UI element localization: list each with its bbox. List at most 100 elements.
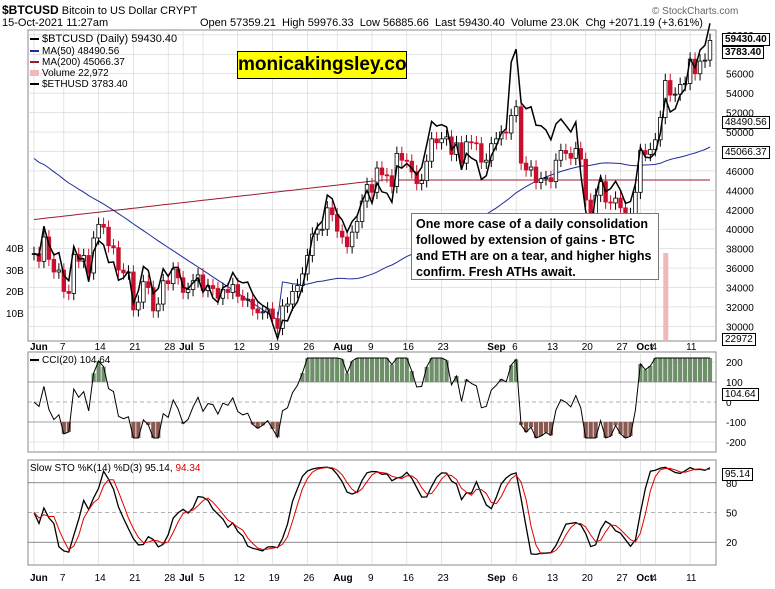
candle-body — [116, 247, 121, 271]
volume-bar — [663, 253, 669, 341]
candle-body — [508, 115, 514, 134]
candle-body — [538, 178, 544, 183]
candle-body — [613, 197, 618, 204]
price-tick-label: 42000 — [726, 206, 754, 217]
x-tick-label: 6 — [512, 342, 518, 353]
candle-body — [280, 305, 285, 329]
x-tick-label-bottom: 5 — [199, 573, 205, 584]
x-tick-label: Aug — [333, 342, 352, 353]
x-tick-label-bottom: Jun — [30, 573, 48, 584]
chart-datetime: 15-Oct-2021 11:27am — [2, 17, 109, 29]
candle-body — [548, 177, 554, 183]
candle-body — [170, 268, 176, 285]
candle-body — [61, 269, 67, 292]
candle-body — [230, 284, 236, 293]
legend-eth: $ETHUSD 3783.40 — [30, 79, 128, 90]
x-tick-label-bottom: 27 — [617, 573, 629, 584]
candle-body — [384, 174, 390, 177]
candle-body — [151, 287, 156, 312]
price-tick-label: 32000 — [726, 303, 754, 314]
candle-body — [339, 230, 345, 238]
candle-body — [707, 39, 713, 61]
x-tick-label-bottom: 23 — [438, 573, 450, 584]
candle-body — [444, 136, 449, 140]
x-tick-label: 13 — [547, 342, 559, 353]
candle-body — [255, 308, 260, 314]
candle-body — [673, 93, 678, 96]
volume-tag: 22972 — [722, 333, 756, 346]
candle-body — [51, 258, 57, 273]
ma50-tag: 48490.56 — [722, 116, 770, 129]
candle-body — [101, 223, 106, 228]
chart-title: $BTCUSD Bitcoin to US Dollar CRYPT — [2, 3, 198, 17]
x-tick-label: Jun — [30, 342, 48, 353]
candle-body — [71, 254, 76, 294]
candle-body — [429, 138, 434, 162]
candle-body — [354, 221, 360, 233]
x-tick-label-bottom: Sep — [487, 573, 505, 584]
x-tick-label: 21 — [129, 342, 141, 353]
candle-body — [484, 159, 489, 163]
candle-body — [608, 201, 613, 204]
cci-tag: 104.64 — [722, 388, 759, 401]
candle-body — [215, 288, 221, 299]
volume-tick-label: 10B — [6, 309, 24, 320]
candle-body — [379, 167, 385, 176]
cci-tick-label: 0 — [726, 398, 732, 409]
candle-body — [161, 280, 166, 305]
x-tick-label: 5 — [199, 342, 205, 353]
x-tick-label-bottom: 11 — [686, 573, 697, 584]
price-tick-label: 54000 — [726, 89, 754, 100]
x-tick-label-bottom: 12 — [234, 573, 246, 584]
candle-body — [235, 284, 240, 297]
price-tick-label: 40000 — [726, 225, 754, 236]
x-tick-label-bottom: 28 — [164, 573, 176, 584]
volume-tick-label: 30B — [6, 266, 24, 277]
candle-body — [523, 162, 529, 171]
candle-body — [479, 143, 484, 163]
x-tick-label: 4 — [651, 342, 657, 353]
candle-body — [270, 308, 275, 320]
candle-body — [245, 298, 250, 301]
callout-annotation: One more case of a daily consolidation f… — [411, 213, 659, 280]
candle-body — [563, 150, 569, 154]
candle-body — [330, 207, 335, 216]
price-tick-label: 30000 — [726, 322, 754, 333]
candle-body — [518, 106, 524, 164]
x-tick-label: 7 — [60, 342, 66, 353]
candle-body — [598, 181, 603, 196]
candle-body — [504, 131, 509, 134]
candle-body — [260, 311, 265, 314]
x-tick-label-bottom: 13 — [547, 573, 559, 584]
price-tick-label: 56000 — [726, 70, 754, 81]
sto-label: Slow STO %K(14) %D(3) 95.14, 94.34 — [30, 463, 201, 474]
ohlc-summary: Open 57359.21 High 59976.33 Low 56885.66… — [200, 17, 703, 29]
price-tag: 59430.40 — [722, 33, 770, 46]
candle-body — [349, 231, 355, 248]
eth-tag: 3783.40 — [722, 46, 765, 59]
candle-body — [285, 303, 290, 307]
sto-d-line — [33, 466, 711, 555]
candle-body — [399, 153, 405, 161]
x-tick-label: 12 — [234, 342, 246, 353]
candle-body — [250, 298, 255, 310]
x-tick-label: Jul — [179, 342, 194, 353]
candle-body — [434, 138, 439, 144]
candle-body — [558, 150, 564, 161]
candle-body — [240, 295, 245, 301]
candle-body — [185, 289, 191, 293]
cci-tick-label: -200 — [726, 438, 746, 449]
candle-body — [106, 226, 111, 247]
x-tick-label: 19 — [269, 342, 281, 353]
candle-body — [528, 166, 534, 171]
candle-body — [121, 269, 126, 274]
candle-body — [136, 301, 141, 311]
price-tick-label: 50000 — [726, 128, 754, 139]
x-tick-label: 11 — [686, 342, 697, 353]
sto-tick-label: 20 — [726, 538, 738, 549]
candle-body — [389, 175, 395, 187]
candle-body — [459, 142, 464, 164]
x-tick-label: 23 — [438, 342, 450, 353]
candle-body — [439, 138, 444, 144]
candle-body — [156, 303, 161, 312]
